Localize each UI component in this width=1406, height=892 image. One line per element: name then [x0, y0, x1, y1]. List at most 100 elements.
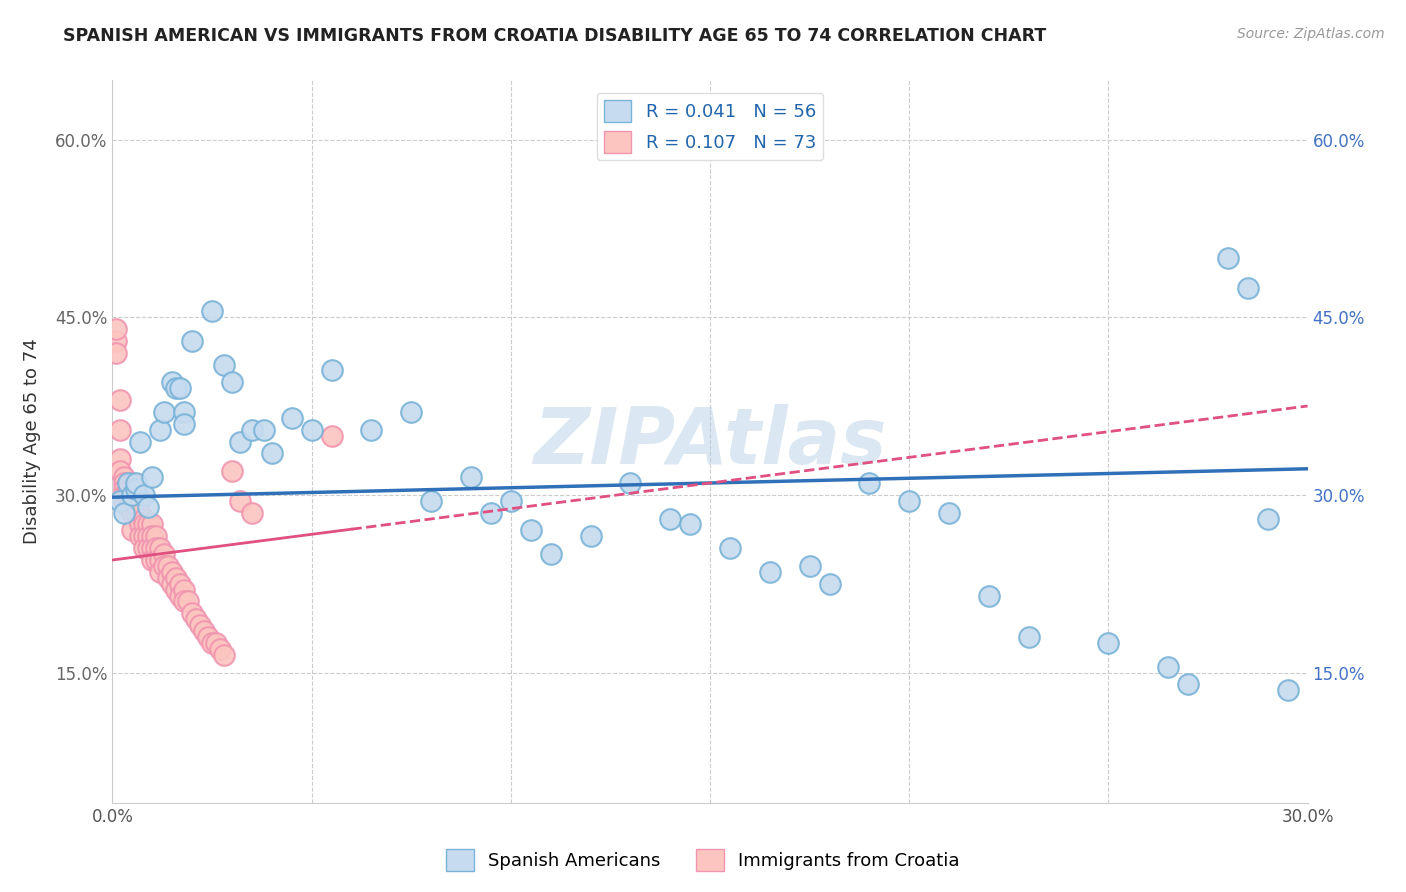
Point	[153, 405, 176, 419]
Point	[260, 446, 283, 460]
Point	[110, 464, 132, 478]
Point	[125, 506, 148, 520]
Point	[201, 304, 224, 318]
Point	[221, 464, 243, 478]
Point	[117, 482, 139, 496]
Point	[145, 553, 167, 567]
Point	[114, 488, 135, 502]
Point	[520, 524, 543, 538]
Point	[117, 493, 139, 508]
Point	[1216, 251, 1239, 265]
Point	[759, 565, 782, 579]
Point	[540, 547, 562, 561]
Point	[125, 482, 148, 496]
Point	[659, 511, 682, 525]
Point	[212, 358, 235, 372]
Point	[165, 582, 187, 597]
Point	[165, 571, 187, 585]
Point	[117, 475, 139, 490]
Point	[114, 493, 135, 508]
Text: ZIPAtlas: ZIPAtlas	[533, 403, 887, 480]
Point	[169, 381, 191, 395]
Point	[977, 589, 1000, 603]
Point	[193, 624, 215, 638]
Point	[401, 405, 423, 419]
Point	[479, 506, 502, 520]
Point	[619, 475, 641, 490]
Point	[173, 417, 195, 431]
Point	[121, 524, 143, 538]
Point	[281, 410, 304, 425]
Point	[157, 571, 180, 585]
Point	[105, 322, 128, 336]
Point	[141, 541, 163, 556]
Point	[125, 493, 148, 508]
Point	[240, 506, 263, 520]
Point	[579, 529, 602, 543]
Point	[141, 553, 163, 567]
Point	[129, 506, 152, 520]
Point	[799, 558, 821, 573]
Point	[141, 517, 163, 532]
Point	[129, 517, 152, 532]
Point	[169, 589, 191, 603]
Point	[138, 529, 160, 543]
Point	[138, 500, 160, 514]
Point	[117, 488, 139, 502]
Legend: Spanish Americans, Immigrants from Croatia: Spanish Americans, Immigrants from Croat…	[439, 842, 967, 879]
Point	[420, 493, 443, 508]
Point	[125, 475, 148, 490]
Point	[117, 500, 139, 514]
Point	[173, 405, 195, 419]
Point	[141, 529, 163, 543]
Point	[169, 576, 191, 591]
Point	[121, 482, 143, 496]
Legend: R = 0.041   N = 56, R = 0.107   N = 73: R = 0.041 N = 56, R = 0.107 N = 73	[598, 93, 823, 161]
Point	[1257, 511, 1279, 525]
Point	[229, 493, 252, 508]
Point	[240, 423, 263, 437]
Point	[121, 506, 143, 520]
Point	[110, 452, 132, 467]
Point	[360, 423, 382, 437]
Point	[162, 576, 183, 591]
Point	[1177, 677, 1199, 691]
Point	[201, 636, 224, 650]
Point	[138, 541, 160, 556]
Point	[1237, 280, 1260, 294]
Point	[177, 594, 200, 608]
Point	[188, 618, 211, 632]
Point	[221, 376, 243, 390]
Point	[253, 423, 276, 437]
Point	[858, 475, 880, 490]
Point	[134, 517, 156, 532]
Point	[114, 475, 135, 490]
Text: SPANISH AMERICAN VS IMMIGRANTS FROM CROATIA DISABILITY AGE 65 TO 74 CORRELATION : SPANISH AMERICAN VS IMMIGRANTS FROM CROA…	[63, 27, 1046, 45]
Point	[718, 541, 741, 556]
Point	[145, 541, 167, 556]
Point	[134, 541, 156, 556]
Point	[321, 428, 343, 442]
Point	[229, 434, 252, 449]
Point	[138, 517, 160, 532]
Point	[149, 541, 172, 556]
Point	[121, 493, 143, 508]
Point	[1157, 659, 1180, 673]
Point	[117, 475, 139, 490]
Point	[145, 529, 167, 543]
Point	[134, 488, 156, 502]
Point	[134, 511, 156, 525]
Point	[938, 506, 960, 520]
Point	[110, 423, 132, 437]
Point	[209, 641, 232, 656]
Point	[173, 582, 195, 597]
Point	[181, 334, 204, 348]
Point	[114, 506, 135, 520]
Point	[110, 493, 132, 508]
Y-axis label: Disability Age 65 to 74: Disability Age 65 to 74	[24, 339, 41, 544]
Point	[129, 529, 152, 543]
Point	[162, 376, 183, 390]
Point	[165, 381, 187, 395]
Point	[818, 576, 841, 591]
Point	[186, 612, 208, 626]
